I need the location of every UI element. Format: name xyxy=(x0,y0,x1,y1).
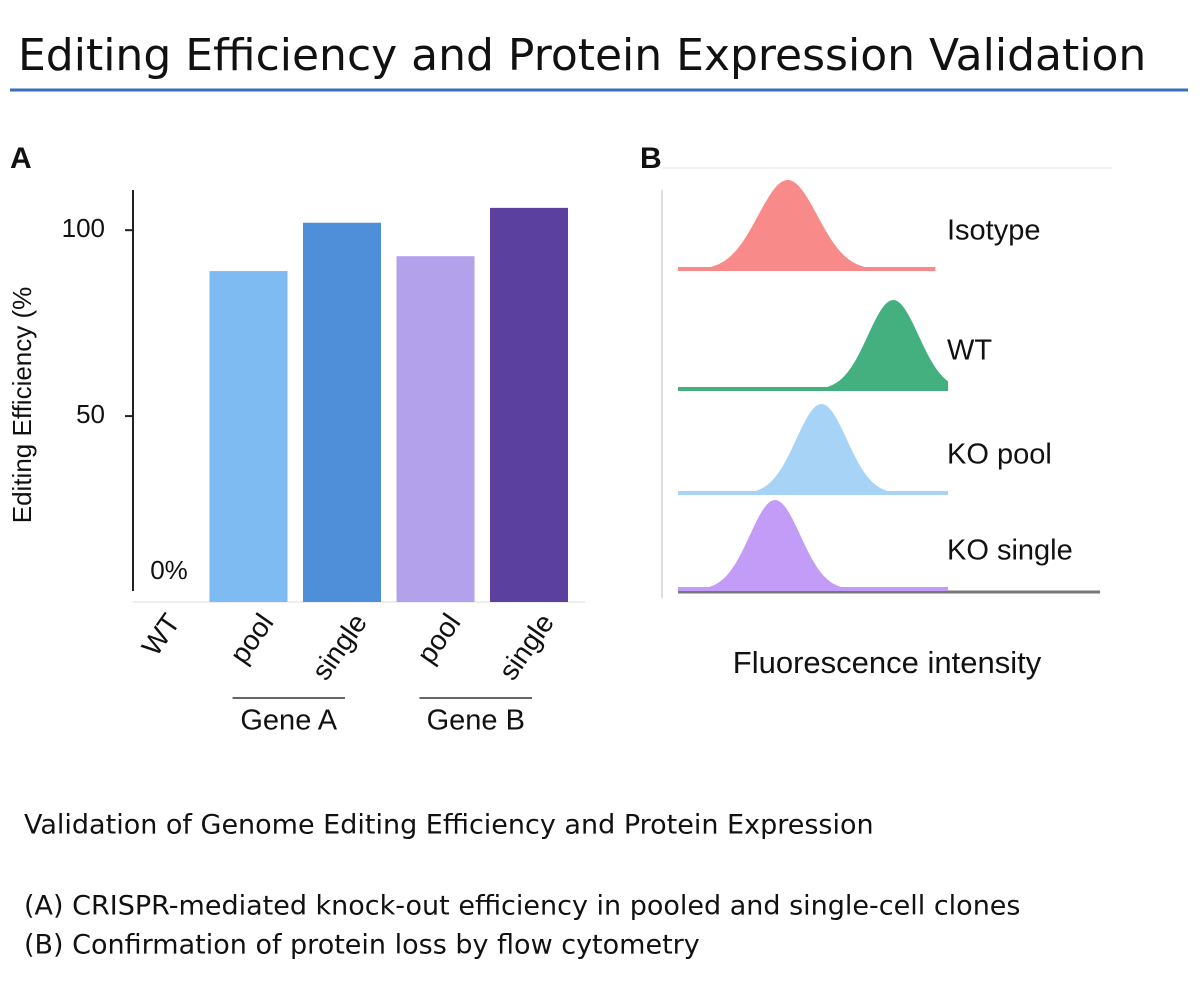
x-tick-label: WT xyxy=(136,608,186,661)
x-tick-label: pool xyxy=(224,608,280,669)
series-label: WT xyxy=(947,335,992,367)
group-label: Gene B xyxy=(427,705,525,737)
value-label: 0% xyxy=(150,555,188,585)
x-tick-label: single xyxy=(306,608,373,686)
panel-letter: A xyxy=(10,142,32,175)
series-label: Isotype xyxy=(947,215,1041,247)
bar xyxy=(209,271,288,602)
x-axis-label: Fluorescence intensity xyxy=(733,645,1042,680)
y-axis-label: Editing Efficiency (% xyxy=(7,287,37,524)
caption-heading: Validation of Genome Editing Efficiency … xyxy=(24,810,874,841)
density-curve xyxy=(678,300,949,390)
caption-line: (A) CRISPR-mediated knock-out efficiency… xyxy=(24,891,1020,922)
density-curve xyxy=(678,180,936,270)
bar xyxy=(303,222,381,602)
caption-line: (B) Confirmation of protein loss by flow… xyxy=(24,930,700,961)
x-tick-label: single xyxy=(493,608,560,686)
group-label: Gene A xyxy=(240,705,337,737)
bar xyxy=(490,207,568,602)
x-tick-label: pool xyxy=(411,608,467,669)
y-tick-label: 50 xyxy=(76,399,105,429)
bar xyxy=(396,256,475,602)
density-curve xyxy=(678,500,949,590)
density-curve xyxy=(678,404,949,494)
series-label: KO single xyxy=(947,535,1073,567)
panel-letter: B xyxy=(640,142,662,175)
series-label: KO pool xyxy=(947,439,1052,471)
slide-title: Editing Efficiency and Protein Expressio… xyxy=(18,30,1146,81)
y-tick-label: 100 xyxy=(62,213,105,243)
